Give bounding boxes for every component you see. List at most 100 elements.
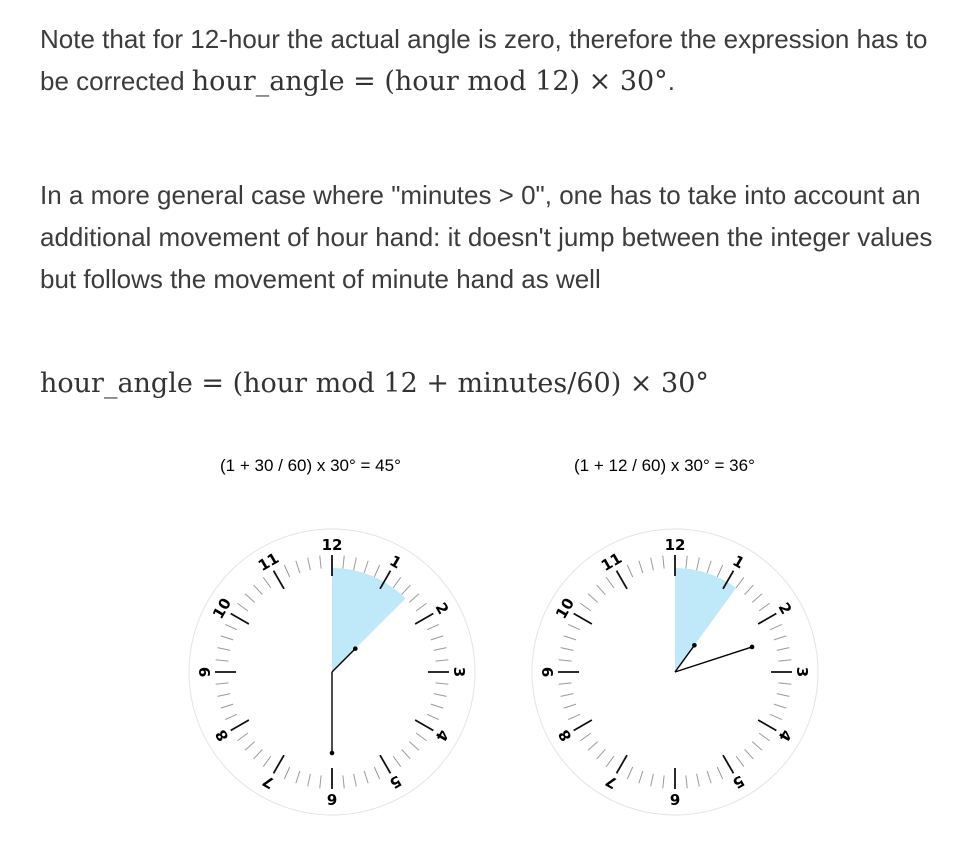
minute-tick — [401, 584, 411, 596]
clock-number-12: 12 — [665, 536, 686, 554]
minute-tick — [408, 741, 420, 751]
minute-tick — [319, 775, 322, 789]
minute-tick — [224, 623, 238, 631]
minute-tick — [769, 623, 783, 631]
minute-tick — [716, 766, 724, 780]
minute-tick — [433, 647, 447, 651]
minute-hand — [674, 646, 753, 673]
minute-tick — [778, 659, 792, 662]
minute-tick — [650, 773, 654, 787]
minute-tick — [215, 659, 229, 662]
clock-2-caption: (1 + 12 / 60) x 30° = 36° — [574, 456, 755, 475]
display-formula: hour_angle = (hour mod 12 + minutes/60) … — [40, 368, 709, 399]
minute-tick — [706, 560, 712, 574]
minute-tick — [751, 741, 763, 751]
clock-number-6: 6 — [670, 790, 680, 808]
minute-tick — [626, 564, 634, 578]
minute-tick — [596, 748, 606, 760]
inline-formula: hour_angle = (hour mod 12) × 30° — [191, 66, 668, 97]
clock-number-12: 12 — [322, 536, 343, 554]
hour-hand-tip — [692, 643, 697, 648]
hour-tick — [722, 570, 735, 590]
minute-tick — [773, 703, 787, 709]
minute-tick — [253, 748, 263, 760]
minute-tick — [244, 741, 256, 751]
minute-tick — [373, 766, 381, 780]
minute-tick — [224, 713, 238, 721]
minute-tick — [735, 755, 745, 767]
minute-tick — [605, 755, 615, 767]
minute-tick — [295, 560, 301, 574]
minute-tick — [415, 602, 427, 612]
hour-hand-tip — [353, 646, 358, 651]
hour-tick — [379, 754, 392, 774]
minute-tick — [662, 555, 665, 569]
minute-tick — [769, 713, 783, 721]
minute-tick — [596, 584, 606, 596]
minute-tick — [560, 647, 574, 651]
minute-tick — [744, 584, 754, 596]
minute-tick — [415, 732, 427, 742]
minute-tick — [751, 593, 763, 603]
minute-tick — [744, 748, 754, 760]
hour-hand — [331, 648, 356, 673]
minute-tick — [262, 577, 272, 589]
minute-tick — [563, 703, 577, 709]
minute-hand-tip — [749, 644, 755, 650]
minute-tick — [435, 682, 449, 685]
minute-tick — [706, 770, 712, 784]
minute-tick — [773, 635, 787, 641]
minute-tick — [638, 560, 644, 574]
clock-number-9: 9 — [539, 667, 557, 677]
minute-tick — [435, 659, 449, 662]
minute-hand-tip — [329, 750, 335, 756]
minute-tick — [587, 593, 599, 603]
hour-tick — [573, 719, 593, 732]
angle-sector — [675, 568, 737, 672]
minute-tick — [353, 773, 357, 787]
minute-tick — [433, 693, 447, 697]
clock-1-caption: (1 + 30 / 60) x 30° = 45° — [220, 456, 401, 475]
minute-tick — [758, 732, 770, 742]
clock-number-6: 6 — [327, 790, 337, 808]
hour-tick — [757, 612, 777, 625]
minute-tick — [283, 766, 291, 780]
minute-tick — [778, 682, 792, 685]
hour-tick — [573, 612, 593, 625]
minute-tick — [342, 555, 345, 569]
minute-tick — [215, 682, 229, 685]
hour-tick — [272, 570, 285, 590]
hour-tick — [722, 754, 735, 774]
minute-tick — [363, 770, 369, 784]
minute-tick — [426, 713, 440, 721]
hour-tick — [757, 719, 777, 732]
minute-tick — [560, 693, 574, 697]
minute-tick — [217, 693, 231, 697]
hour-tick — [230, 719, 250, 732]
minute-tick — [650, 557, 654, 571]
minute-tick — [220, 635, 234, 641]
minute-tick — [567, 713, 581, 721]
minute-tick — [319, 555, 322, 569]
minute-tick — [605, 577, 615, 589]
hour-tick — [414, 719, 434, 732]
minute-tick — [587, 741, 599, 751]
minute-tick — [237, 732, 249, 742]
minute-tick — [392, 755, 402, 767]
minute-tick — [426, 623, 440, 631]
minute-tick — [558, 682, 572, 685]
minute-tick — [626, 766, 634, 780]
minute-tick — [638, 770, 644, 784]
minute-tick — [735, 577, 745, 589]
minute-tick — [307, 557, 311, 571]
minute-tick — [758, 602, 770, 612]
hour-tick — [230, 612, 250, 625]
minute-tick — [685, 775, 688, 789]
minute-tick — [408, 593, 420, 603]
hour-tick — [615, 570, 628, 590]
clock-number-3: 3 — [793, 667, 811, 677]
minute-tick — [430, 703, 444, 709]
hour-tick — [379, 570, 392, 590]
